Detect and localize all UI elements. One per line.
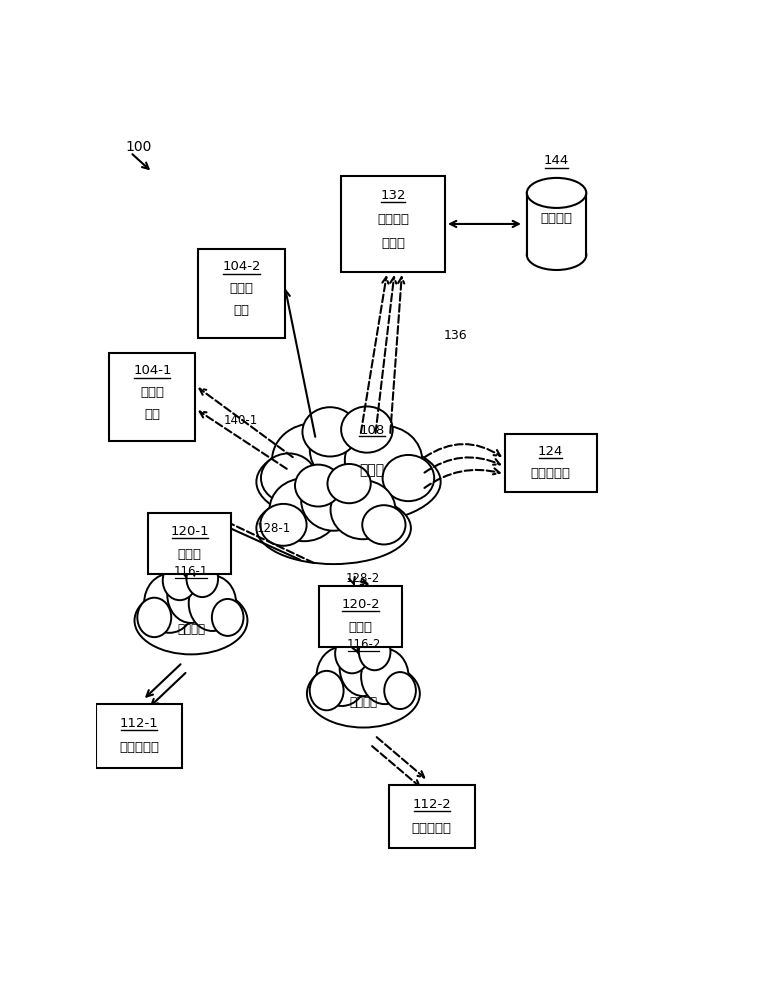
Ellipse shape bbox=[260, 504, 307, 546]
Ellipse shape bbox=[317, 647, 367, 706]
Ellipse shape bbox=[328, 464, 370, 503]
Ellipse shape bbox=[383, 455, 434, 501]
Ellipse shape bbox=[167, 566, 215, 623]
Text: 广域网: 广域网 bbox=[360, 463, 385, 477]
Ellipse shape bbox=[272, 423, 355, 497]
Text: 112-2: 112-2 bbox=[413, 798, 451, 811]
Ellipse shape bbox=[144, 574, 195, 633]
Ellipse shape bbox=[137, 598, 171, 637]
Ellipse shape bbox=[361, 649, 409, 704]
Ellipse shape bbox=[359, 633, 390, 670]
Text: 136: 136 bbox=[443, 329, 467, 342]
Text: 140-1: 140-1 bbox=[224, 414, 258, 427]
Text: 120-2: 120-2 bbox=[341, 598, 380, 611]
Text: 144: 144 bbox=[544, 154, 569, 167]
FancyBboxPatch shape bbox=[199, 249, 285, 338]
Ellipse shape bbox=[261, 453, 316, 503]
FancyBboxPatch shape bbox=[148, 513, 232, 574]
Text: 客户端: 客户端 bbox=[229, 282, 254, 295]
Ellipse shape bbox=[295, 465, 341, 507]
Text: 116-1: 116-1 bbox=[174, 565, 208, 578]
Ellipse shape bbox=[527, 178, 586, 208]
FancyBboxPatch shape bbox=[525, 238, 588, 255]
FancyBboxPatch shape bbox=[389, 785, 475, 848]
FancyBboxPatch shape bbox=[109, 353, 196, 441]
Ellipse shape bbox=[302, 407, 357, 456]
Ellipse shape bbox=[301, 471, 366, 531]
Text: 企业服务器: 企业服务器 bbox=[119, 741, 160, 754]
Text: 128-2: 128-2 bbox=[345, 572, 380, 585]
Ellipse shape bbox=[345, 426, 422, 495]
Ellipse shape bbox=[310, 671, 344, 710]
Text: 120-1: 120-1 bbox=[170, 525, 209, 538]
Text: 桥接服务器: 桥接服务器 bbox=[531, 467, 571, 480]
Text: 企业网络: 企业网络 bbox=[177, 623, 205, 636]
Text: 企业网络: 企业网络 bbox=[349, 696, 377, 709]
Ellipse shape bbox=[335, 634, 369, 673]
Text: 112-1: 112-1 bbox=[120, 717, 159, 730]
Ellipse shape bbox=[269, 478, 339, 541]
Ellipse shape bbox=[189, 576, 236, 631]
Ellipse shape bbox=[527, 240, 586, 270]
Ellipse shape bbox=[384, 672, 416, 709]
FancyBboxPatch shape bbox=[527, 193, 586, 255]
Ellipse shape bbox=[341, 406, 393, 453]
Ellipse shape bbox=[256, 440, 440, 524]
FancyBboxPatch shape bbox=[319, 586, 402, 647]
Text: 设备: 设备 bbox=[233, 304, 249, 317]
Text: 124: 124 bbox=[538, 445, 563, 458]
Ellipse shape bbox=[212, 599, 243, 636]
Text: 128-1: 128-1 bbox=[256, 522, 291, 535]
FancyBboxPatch shape bbox=[505, 434, 597, 492]
Text: 104-1: 104-1 bbox=[133, 364, 172, 377]
Text: 防火墙: 防火墙 bbox=[348, 621, 373, 634]
Text: 客户端: 客户端 bbox=[140, 386, 164, 399]
Text: 132: 132 bbox=[380, 189, 406, 202]
Ellipse shape bbox=[163, 561, 196, 600]
Text: 防火墙: 防火墙 bbox=[178, 548, 202, 561]
Text: 设备: 设备 bbox=[144, 408, 160, 421]
Text: 104-2: 104-2 bbox=[222, 260, 261, 273]
Text: 100: 100 bbox=[126, 140, 152, 154]
Ellipse shape bbox=[186, 560, 218, 597]
Text: 116-2: 116-2 bbox=[346, 638, 380, 651]
Ellipse shape bbox=[331, 480, 396, 539]
Ellipse shape bbox=[256, 492, 411, 564]
Text: 108: 108 bbox=[360, 424, 385, 437]
Text: 访问控制: 访问控制 bbox=[377, 213, 409, 226]
Ellipse shape bbox=[340, 639, 387, 696]
Text: 企业服务器: 企业服务器 bbox=[412, 822, 452, 835]
FancyBboxPatch shape bbox=[341, 176, 445, 272]
Ellipse shape bbox=[307, 660, 420, 728]
FancyBboxPatch shape bbox=[96, 704, 183, 768]
Ellipse shape bbox=[310, 414, 387, 485]
Ellipse shape bbox=[134, 587, 248, 654]
Text: 服务器: 服务器 bbox=[381, 237, 405, 250]
Text: 安全属性: 安全属性 bbox=[541, 212, 572, 225]
Ellipse shape bbox=[362, 505, 406, 544]
